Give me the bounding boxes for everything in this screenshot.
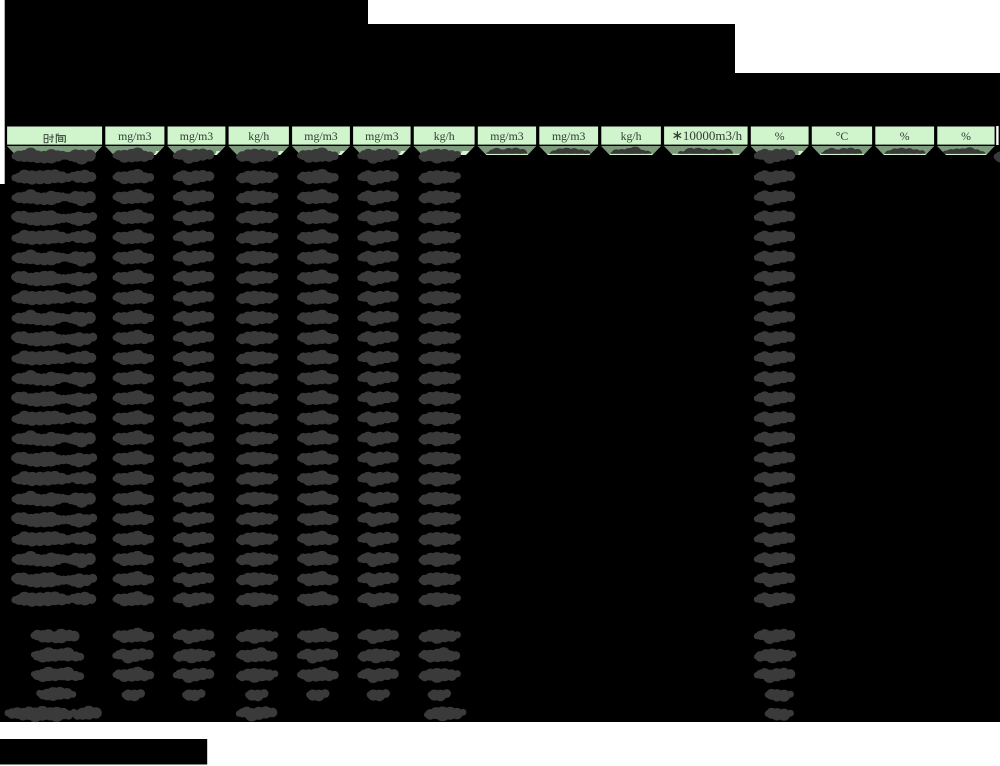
svg-text:kg/h: kg/h <box>434 129 455 143</box>
svg-text:°C: °C <box>836 129 849 143</box>
svg-text:mg/m3: mg/m3 <box>365 129 399 143</box>
svg-text:%: % <box>900 129 910 143</box>
svg-text:10000m3/h: 10000m3/h <box>683 128 743 143</box>
svg-text:kg/h: kg/h <box>621 129 642 143</box>
svg-text:%: % <box>775 129 785 143</box>
svg-text:mg/m3: mg/m3 <box>304 129 338 143</box>
svg-text:mg/m3: mg/m3 <box>180 129 214 143</box>
svg-text:mg/m3: mg/m3 <box>552 129 586 143</box>
svg-text:%: % <box>961 129 971 143</box>
svg-text:mg/m3: mg/m3 <box>118 129 152 143</box>
svg-text:mg/m3: mg/m3 <box>490 129 524 143</box>
svg-text:kg/h: kg/h <box>248 129 269 143</box>
